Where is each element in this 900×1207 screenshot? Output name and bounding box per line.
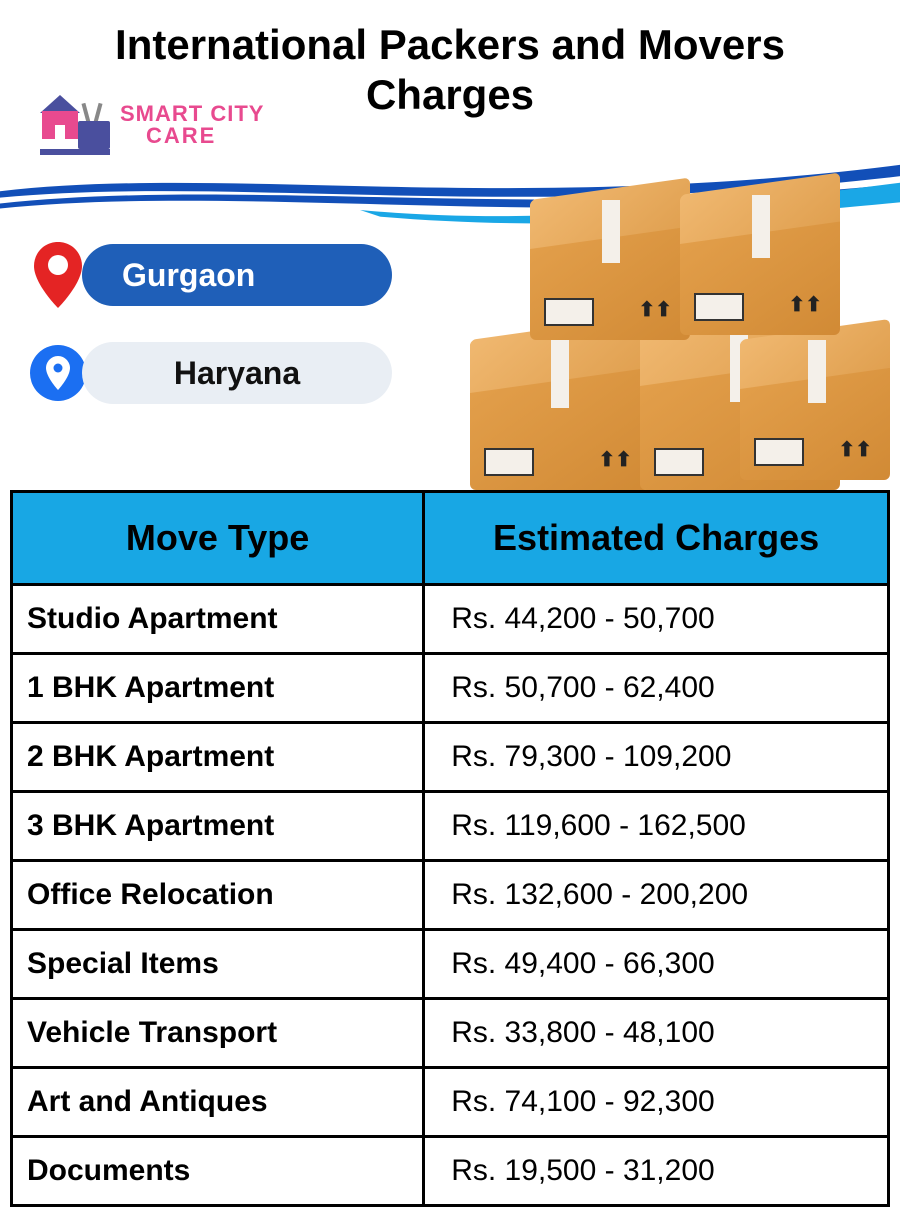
move-type-cell: Art and Antiques bbox=[12, 1068, 424, 1137]
map-pin-icon bbox=[30, 240, 86, 310]
table-row: Studio ApartmentRs. 44,200 - 50,700 bbox=[12, 585, 889, 654]
move-type-cell: Office Relocation bbox=[12, 861, 424, 930]
logo-text-line2: CARE bbox=[146, 125, 264, 147]
table-row: Vehicle TransportRs. 33,800 - 48,100 bbox=[12, 999, 889, 1068]
brand-logo: SMART CITY CARE bbox=[40, 95, 264, 155]
charges-cell: Rs. 33,800 - 48,100 bbox=[424, 999, 889, 1068]
move-type-cell: 2 BHK Apartment bbox=[12, 723, 424, 792]
move-type-cell: 3 BHK Apartment bbox=[12, 792, 424, 861]
move-type-cell: Documents bbox=[12, 1137, 424, 1206]
charges-cell: Rs. 19,500 - 31,200 bbox=[424, 1137, 889, 1206]
move-type-cell: Special Items bbox=[12, 930, 424, 999]
move-type-cell: 1 BHK Apartment bbox=[12, 654, 424, 723]
logo-text-line1: SMART CITY bbox=[120, 103, 264, 125]
table-row: DocumentsRs. 19,500 - 31,200 bbox=[12, 1137, 889, 1206]
table-row: Art and AntiquesRs. 74,100 - 92,300 bbox=[12, 1068, 889, 1137]
city-pill: Gurgaon bbox=[82, 244, 392, 306]
move-type-cell: Vehicle Transport bbox=[12, 999, 424, 1068]
table-header-row: Move Type Estimated Charges bbox=[12, 492, 889, 585]
charges-cell: Rs. 50,700 - 62,400 bbox=[424, 654, 889, 723]
charges-cell: Rs. 119,600 - 162,500 bbox=[424, 792, 889, 861]
city-label: Gurgaon bbox=[122, 257, 255, 294]
boxes-illustration: ⬆⬆ ⬆⬆ ⬆⬆ ⬆⬆ ⬆⬆ bbox=[430, 150, 890, 490]
charges-cell: Rs. 49,400 - 66,300 bbox=[424, 930, 889, 999]
table-row: Office RelocationRs. 132,600 - 200,200 bbox=[12, 861, 889, 930]
column-header-charges: Estimated Charges bbox=[424, 492, 889, 585]
table-row: Special ItemsRs. 49,400 - 66,300 bbox=[12, 930, 889, 999]
city-row: Gurgaon bbox=[30, 240, 392, 310]
move-type-cell: Studio Apartment bbox=[12, 585, 424, 654]
state-pill: Haryana bbox=[82, 342, 392, 404]
charges-cell: Rs. 79,300 - 109,200 bbox=[424, 723, 889, 792]
location-block: Gurgaon Haryana bbox=[30, 240, 392, 436]
charges-cell: Rs. 44,200 - 50,700 bbox=[424, 585, 889, 654]
state-label: Haryana bbox=[174, 355, 300, 392]
state-row: Haryana bbox=[30, 338, 392, 408]
logo-icon bbox=[40, 95, 110, 155]
charges-table: Move Type Estimated Charges Studio Apart… bbox=[10, 490, 890, 1207]
charges-cell: Rs. 132,600 - 200,200 bbox=[424, 861, 889, 930]
table-row: 1 BHK ApartmentRs. 50,700 - 62,400 bbox=[12, 654, 889, 723]
table-row: 3 BHK ApartmentRs. 119,600 - 162,500 bbox=[12, 792, 889, 861]
table-row: 2 BHK ApartmentRs. 79,300 - 109,200 bbox=[12, 723, 889, 792]
map-pin-circle-icon bbox=[30, 338, 86, 408]
column-header-move-type: Move Type bbox=[12, 492, 424, 585]
charges-cell: Rs. 74,100 - 92,300 bbox=[424, 1068, 889, 1137]
